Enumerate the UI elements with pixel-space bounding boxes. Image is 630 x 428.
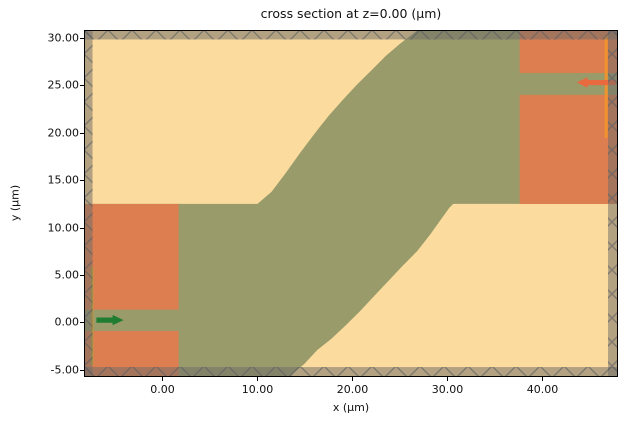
monitor-direction-arrow xyxy=(576,77,617,88)
pml-bottom-hatch xyxy=(84,367,618,377)
trench-right-lower xyxy=(519,94,618,204)
x-tick-mark xyxy=(257,377,259,381)
y-tick-mark xyxy=(80,275,84,277)
x-tick-mark xyxy=(352,377,354,381)
y-tick-mark xyxy=(80,132,84,134)
plot-area xyxy=(84,30,618,377)
y-tick-mark xyxy=(80,37,84,39)
y-tick-label: 25.00 xyxy=(47,78,80,92)
pml-right-hatch xyxy=(608,30,618,377)
pml-top-hatch xyxy=(84,30,618,40)
x-tick-label: 10.00 xyxy=(241,383,274,396)
y-tick-mark xyxy=(80,85,84,87)
y-tick-label: 5.00 xyxy=(54,268,80,282)
x-tick-label: 0.00 xyxy=(150,383,175,396)
x-axis-label: x (μm) xyxy=(332,401,370,414)
y-tick-label: 10.00 xyxy=(47,221,80,235)
y-tick-mark xyxy=(80,180,84,182)
y-tick-mark xyxy=(80,322,84,324)
trench-left-upper xyxy=(84,203,179,310)
y-tick-label: 15.00 xyxy=(47,173,80,187)
sbend-waveguide-slab xyxy=(84,30,618,377)
source-direction-arrow xyxy=(96,314,124,326)
plot-title: cross section at z=0.00 (μm) xyxy=(260,6,442,21)
pml-left-hatch xyxy=(84,30,93,377)
x-tick-mark xyxy=(447,377,449,381)
y-tick-label: 20.00 xyxy=(47,126,80,140)
monitor-plane xyxy=(604,36,608,139)
x-tick-mark xyxy=(162,377,164,381)
y-tick-mark xyxy=(80,227,84,229)
x-tick-label: 20.00 xyxy=(336,383,369,396)
x-tick-mark xyxy=(542,377,544,381)
x-tick-label: 30.00 xyxy=(431,383,464,396)
y-tick-label: 0.00 xyxy=(54,315,80,329)
y-axis-label: y (μm) xyxy=(8,184,22,222)
axes-border xyxy=(84,30,618,377)
x-tick-label: 40.00 xyxy=(526,383,559,396)
y-tick-label: -5.00 xyxy=(50,363,79,377)
y-tick-label: 30.00 xyxy=(47,31,80,45)
y-tick-mark xyxy=(80,369,84,371)
